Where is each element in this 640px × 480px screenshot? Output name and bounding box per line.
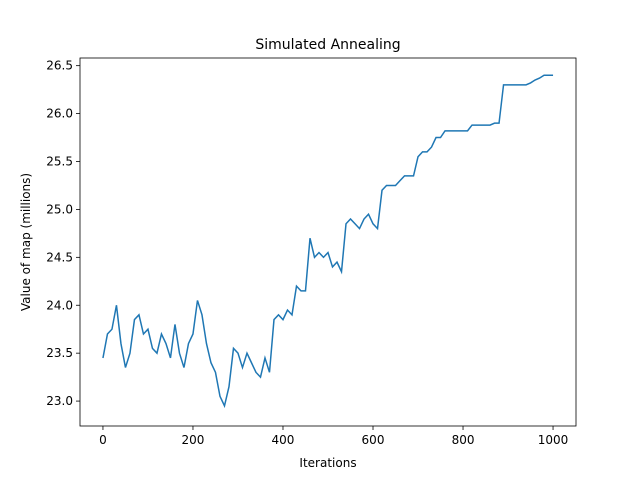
chart-title: Simulated Annealing: [255, 37, 400, 53]
y-tick-label: 26.0: [46, 107, 73, 121]
y-axis-label: Value of map (millions): [19, 173, 33, 311]
y-tick-label: 24.5: [46, 250, 73, 264]
y-tick-label: 25.0: [46, 202, 73, 216]
x-axis-label: Iterations: [299, 456, 356, 470]
y-tick-label: 26.5: [46, 59, 73, 73]
y-tick-label: 24.0: [46, 298, 73, 312]
x-tick-label: 200: [182, 433, 205, 447]
x-tick-label: 600: [362, 433, 385, 447]
y-tick-label: 23.0: [46, 394, 73, 408]
x-tick-label: 800: [452, 433, 475, 447]
data-line: [102, 74, 554, 409]
x-tick-label: 1000: [538, 433, 569, 447]
x-tick-label: 0: [99, 433, 107, 447]
plot-frame: [79, 57, 577, 427]
y-tick-label: 23.5: [46, 346, 73, 360]
x-tick-label: 400: [272, 433, 295, 447]
y-tick-label: 25.5: [46, 155, 73, 169]
